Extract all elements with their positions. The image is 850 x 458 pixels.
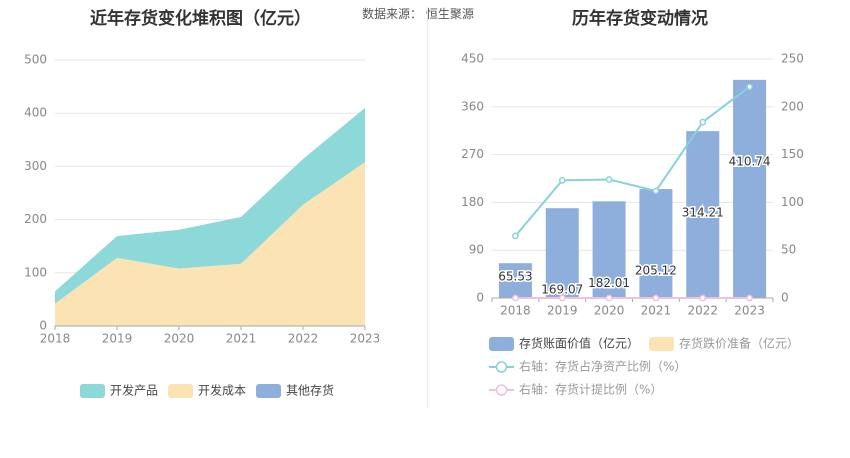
right-left-y-tick-label: 360 xyxy=(461,99,484,113)
right-right-y-tick-label: 150 xyxy=(781,147,804,161)
net-asset-ratio-point[interactable] xyxy=(746,83,753,91)
right-right-y-tick-label: 200 xyxy=(781,99,804,113)
left-x-tick-label: 2022 xyxy=(288,332,319,346)
left-chart-title: 近年存货变化堆积图（亿元） xyxy=(90,9,311,29)
left-x-tick-label: 2020 xyxy=(164,332,195,346)
legend-label: 存货账面价值（亿元） xyxy=(519,336,639,351)
left-y-tick-label: 100 xyxy=(24,265,47,279)
right-left-y-tick-label: 90 xyxy=(469,243,484,257)
right-x-tick-label: 2019 xyxy=(547,304,578,318)
legend-swatch[interactable] xyxy=(168,384,193,398)
inventory-bar[interactable] xyxy=(639,189,673,298)
provision-ratio-point[interactable] xyxy=(699,294,707,302)
panel-divider xyxy=(427,8,428,408)
right-right-y-tick-label: 100 xyxy=(781,195,804,209)
right-right-y-tick-label: 250 xyxy=(781,52,804,66)
legend-swatch[interactable] xyxy=(256,384,281,398)
net-asset-ratio-line xyxy=(514,85,751,237)
data-source-note: 数据来源： 恒生聚源 xyxy=(362,7,474,21)
legend-marker[interactable] xyxy=(495,384,508,396)
left-x-tick-label: 2019 xyxy=(102,332,133,346)
provision-ratio-point[interactable] xyxy=(746,294,753,302)
left-y-tick-label: 400 xyxy=(24,106,47,120)
left-y-tick-label: 200 xyxy=(24,212,47,226)
bar-value-label: 410.74 xyxy=(729,154,771,168)
legend-swatch[interactable] xyxy=(80,384,105,398)
right-right-y-tick-label: 50 xyxy=(781,243,796,257)
inventory-bar[interactable] xyxy=(686,131,720,298)
legend-swatch[interactable] xyxy=(649,337,674,351)
right-x-tick-label: 2022 xyxy=(687,304,718,318)
bar-value-label: 65.53 xyxy=(498,270,532,284)
net-asset-ratio-point[interactable] xyxy=(512,232,519,240)
bar-value-label: 182.01 xyxy=(588,276,630,290)
right-x-tick-label: 2018 xyxy=(500,304,531,318)
net-asset-ratio-point[interactable] xyxy=(699,118,707,126)
legend-label: 开发成本 xyxy=(198,383,246,398)
net-asset-ratio-point[interactable] xyxy=(605,176,613,183)
provision-ratio-point[interactable] xyxy=(605,294,613,302)
legend-swatch[interactable] xyxy=(489,337,514,351)
legend-label: 右轴：存货计提比例（%） xyxy=(519,382,662,397)
legend-label: 开发产品 xyxy=(110,383,158,398)
left-x-tick-label: 2023 xyxy=(350,332,381,346)
provision-ratio-point[interactable] xyxy=(512,294,519,302)
legend-marker[interactable] xyxy=(495,361,508,373)
right-x-tick-label: 2021 xyxy=(641,304,672,318)
bar-value-label: 314.21 xyxy=(682,206,724,220)
area-dev-cost xyxy=(55,162,365,326)
left-y-tick-label: 0 xyxy=(39,319,47,333)
net-asset-ratio-point[interactable] xyxy=(652,187,660,195)
bar-value-label: 205.12 xyxy=(635,264,677,278)
right-chart-title: 历年存货变动情况 xyxy=(572,9,708,29)
bar-value-label: 169.07 xyxy=(541,283,583,297)
legend-label: 存货跌价准备（亿元） xyxy=(679,336,799,351)
left-y-tick-label: 300 xyxy=(24,159,47,173)
legend-label: 其他存货 xyxy=(286,383,334,398)
left-y-tick-label: 500 xyxy=(24,53,47,67)
right-left-y-tick-label: 0 xyxy=(476,291,484,305)
area-dev-products xyxy=(55,107,365,304)
provision-ratio-point[interactable] xyxy=(652,294,660,302)
left-x-tick-label: 2021 xyxy=(226,332,257,346)
inventory-bar[interactable] xyxy=(592,201,626,298)
right-left-y-tick-label: 180 xyxy=(461,195,484,209)
legend-label: 右轴：存货占净资产比例（%） xyxy=(519,359,686,374)
right-left-y-tick-label: 450 xyxy=(461,52,484,66)
right-x-tick-label: 2023 xyxy=(734,304,765,318)
inventory-bar[interactable] xyxy=(498,263,532,298)
inventory-bar[interactable] xyxy=(733,79,767,298)
provision-ratio-point[interactable] xyxy=(558,294,566,302)
right-right-y-tick-label: 0 xyxy=(781,291,789,305)
right-left-y-tick-label: 270 xyxy=(461,147,484,161)
inventory-bar[interactable] xyxy=(545,208,579,298)
net-asset-ratio-point[interactable] xyxy=(558,177,566,184)
right-x-tick-label: 2020 xyxy=(594,304,625,318)
left-x-tick-label: 2018 xyxy=(40,332,71,346)
